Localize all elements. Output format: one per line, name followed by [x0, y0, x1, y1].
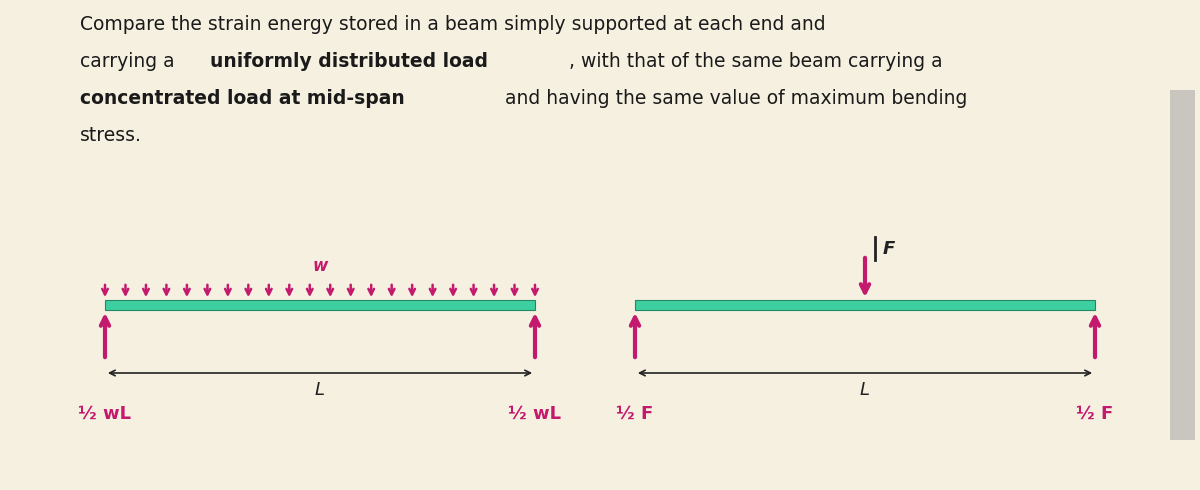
Text: uniformly distributed load: uniformly distributed load [210, 52, 488, 71]
Bar [635, 300, 1096, 310]
Text: Compare the strain energy stored in a beam simply supported at each end and: Compare the strain energy stored in a be… [80, 15, 826, 34]
Text: w: w [312, 257, 328, 275]
Text: ½ F: ½ F [617, 405, 654, 423]
Text: L: L [314, 381, 325, 399]
Text: , with that of the same beam carrying a: , with that of the same beam carrying a [569, 52, 942, 71]
Bar [106, 300, 535, 310]
Text: ½ F: ½ F [1076, 405, 1114, 423]
Text: concentrated load at mid-span: concentrated load at mid-span [80, 89, 404, 108]
Text: ½ wL: ½ wL [509, 405, 562, 423]
Text: ½ wL: ½ wL [78, 405, 132, 423]
Text: and having the same value of maximum bending: and having the same value of maximum ben… [499, 89, 967, 108]
Text: F: F [883, 240, 895, 258]
Bar [1170, 90, 1195, 440]
Text: L: L [860, 381, 870, 399]
Text: carrying a: carrying a [80, 52, 181, 71]
Text: stress.: stress. [80, 126, 142, 145]
